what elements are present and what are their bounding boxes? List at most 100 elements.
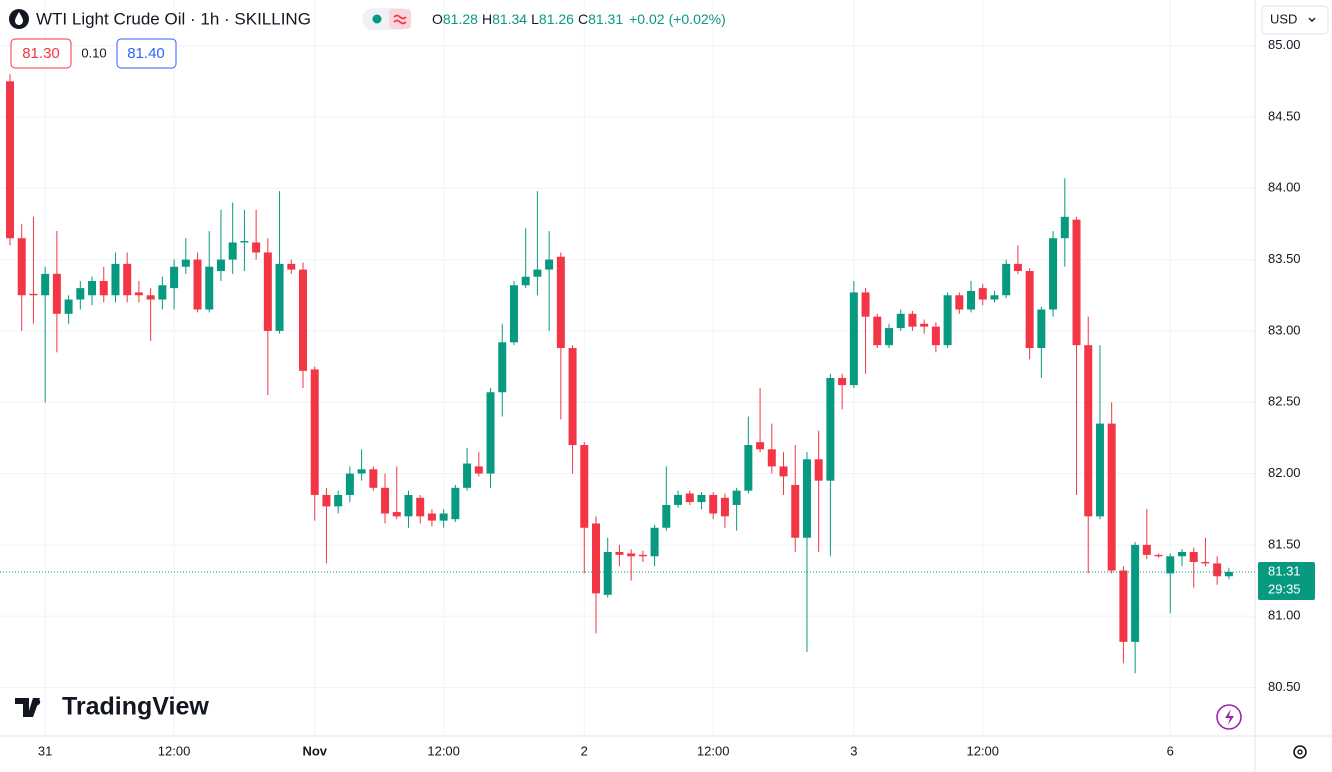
candle-body [451, 487, 460, 520]
settings-icon [1297, 749, 1303, 755]
y-tick-label: 83.00 [1268, 322, 1301, 337]
candle-body [1189, 552, 1198, 562]
candle-body [791, 484, 800, 538]
x-tick-label: 12:00 [697, 743, 730, 758]
current-price: 81.31 29:35 [0, 561, 1315, 600]
candle-body [216, 259, 225, 272]
candle-body [76, 288, 85, 300]
candle-body [767, 449, 776, 467]
candle-body [193, 259, 202, 310]
candle-body [568, 348, 577, 446]
candle-body [1154, 554, 1163, 557]
candle-body [1178, 552, 1186, 557]
y-tick-label: 82.50 [1268, 394, 1301, 409]
candle-body [427, 513, 436, 521]
candle-body [158, 285, 167, 300]
candle-body [1201, 561, 1210, 564]
candle-body [369, 469, 378, 488]
x-tick-label: 12:00 [158, 743, 191, 758]
candle-body [955, 295, 964, 310]
candle-body [392, 512, 401, 517]
candle-body [439, 513, 448, 521]
candle-body [674, 494, 683, 505]
candle-body [1060, 216, 1069, 239]
bid-price: 81.30 [22, 45, 60, 62]
candle-body [509, 285, 518, 343]
brand-logo [15, 698, 40, 717]
candle-body [744, 445, 753, 491]
candle-body [111, 263, 120, 296]
candle-body [498, 342, 507, 393]
candle-body [275, 263, 284, 331]
candle-body [779, 466, 788, 477]
candle-body [1013, 263, 1022, 272]
y-tick-label: 80.50 [1268, 679, 1301, 694]
candle-body [732, 490, 741, 505]
candle-body [685, 493, 694, 503]
candle-body [826, 377, 835, 481]
candle-body [463, 463, 472, 488]
x-tick-label: 31 [38, 743, 52, 758]
candle-body [861, 292, 870, 317]
candle-body [52, 273, 61, 314]
candle-body [1072, 219, 1081, 346]
candle-body [228, 242, 237, 260]
y-tick-label: 84.50 [1268, 108, 1301, 123]
candle-body [990, 295, 999, 300]
candle-body [1213, 563, 1222, 577]
candle-body [41, 273, 50, 296]
candle-body [1166, 556, 1175, 574]
candle-body [123, 263, 132, 296]
candle-body [978, 288, 987, 300]
candle-body [287, 263, 296, 270]
x-tick-label: 2 [581, 743, 588, 758]
candle-body [134, 292, 143, 296]
currency-label: USD [1270, 11, 1297, 26]
candle-body [263, 252, 272, 331]
legend-key: L [531, 11, 539, 27]
legend-key: C [578, 11, 588, 27]
flash-button[interactable] [1216, 704, 1242, 730]
candle-body [720, 497, 729, 517]
settings-button[interactable] [1293, 745, 1307, 759]
currency-select[interactable] [1261, 5, 1329, 35]
candle-body [146, 295, 155, 300]
y-tick-label: 82.00 [1268, 465, 1301, 480]
candle-body [310, 369, 319, 495]
candle-body [334, 494, 343, 507]
candle-body [592, 523, 600, 594]
ask-box[interactable] [116, 38, 177, 69]
legend-key: O [432, 11, 443, 27]
candle-body [181, 259, 190, 267]
x-tick-label: 3 [850, 743, 857, 758]
legend-change: +0.02 [629, 11, 665, 27]
symbol-title[interactable]: WTI Light Crude Oil · 1h · SKILLING [36, 9, 311, 28]
candle-body [99, 280, 108, 296]
x-tick-label: Nov [302, 743, 327, 758]
y-tick-label: 85.00 [1268, 37, 1301, 52]
candles [6, 74, 1233, 674]
candle-body [240, 241, 249, 243]
candle-body [967, 290, 976, 310]
candle-body [545, 259, 554, 270]
legend-value: 81.31 [588, 11, 623, 27]
candle-body [416, 497, 425, 517]
candle-body [1084, 345, 1093, 517]
candle-body [814, 459, 823, 481]
legend-change-pct: (+0.02%) [669, 11, 726, 27]
candle-body [650, 527, 659, 557]
candle-body [920, 323, 929, 327]
candle-body [1025, 271, 1034, 349]
y-tick-label: 81.50 [1268, 536, 1301, 551]
ask-price: 81.40 [127, 45, 165, 62]
candle-body [357, 469, 366, 474]
candle-body [756, 442, 765, 450]
candle-body [1049, 238, 1058, 310]
bid-box[interactable] [10, 38, 72, 69]
candle-body [533, 269, 542, 277]
header: WTI Light Crude Oil · 1h · SKILLING O 81.… [9, 5, 1329, 69]
candle-body [885, 328, 893, 346]
candle-body [381, 487, 390, 514]
x-tick-label: 12:00 [966, 743, 999, 758]
countdown-label: 29:35 [1268, 581, 1301, 596]
